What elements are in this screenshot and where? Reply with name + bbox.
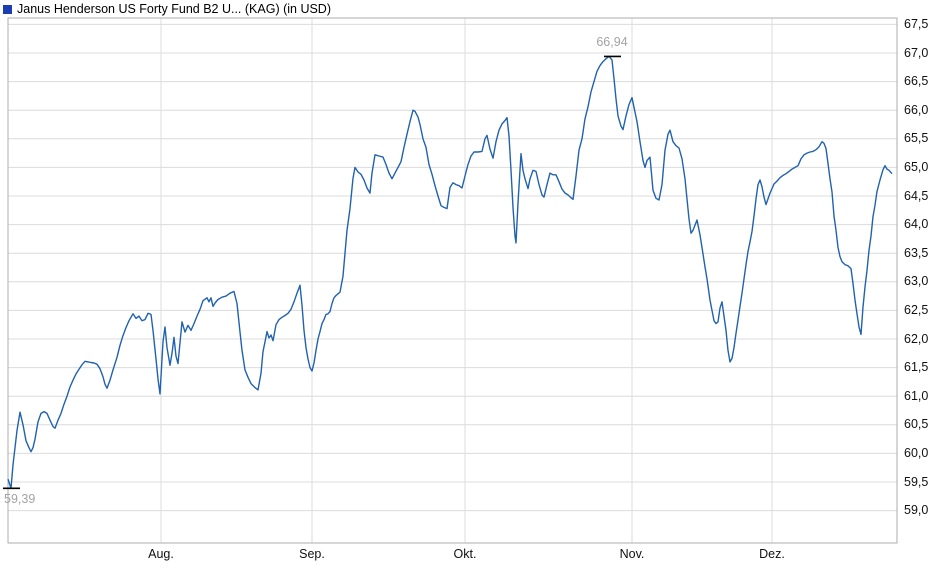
price-line <box>7 55 893 489</box>
y-axis-tick-label: 65,5 <box>904 131 929 146</box>
y-axis-tick-label: 67,0 <box>904 45 929 60</box>
y-axis-tick-label: 59,0 <box>904 503 929 518</box>
y-axis-tick-label: 66,0 <box>904 102 929 117</box>
legend-color-swatch-icon <box>3 4 12 14</box>
y-axis-tick-label: 61,5 <box>904 360 929 375</box>
y-axis-tick-label: 60,5 <box>904 417 929 432</box>
y-axis-tick-label: 59,5 <box>904 474 929 489</box>
min-value-label: 59,39 <box>4 492 36 507</box>
x-axis-month-label: Sep. <box>299 547 325 561</box>
y-axis-tick-label: 62,5 <box>904 302 929 317</box>
y-axis-tick-label: 64,5 <box>904 188 929 203</box>
chart-title: Janus Henderson US Forty Fund B2 U... (K… <box>17 2 331 16</box>
plot-border <box>7 17 898 544</box>
y-axis-tick-label: 65,0 <box>904 159 929 174</box>
y-axis-tick-label: 61,0 <box>904 388 929 403</box>
max-value-label: 66,94 <box>596 35 628 50</box>
y-axis-tick-label: 60,0 <box>904 445 929 460</box>
x-axis-month-label: Okt. <box>453 547 477 561</box>
x-axis-month-label: Dez. <box>759 547 785 561</box>
y-axis-tick-label: 62,0 <box>904 331 929 346</box>
y-axis-tick-label: 63,5 <box>904 245 929 260</box>
y-axis-tick-label: 63,0 <box>904 274 929 289</box>
chart-legend: Janus Henderson US Forty Fund B2 U... (K… <box>3 2 331 16</box>
x-axis-month-label: Aug. <box>148 547 174 561</box>
x-axis-month-label: Nov. <box>619 547 645 561</box>
y-axis-tick-label: 67,5 <box>904 16 929 31</box>
y-axis-tick-label: 66,5 <box>904 74 929 89</box>
y-axis-tick-label: 64,0 <box>904 217 929 232</box>
